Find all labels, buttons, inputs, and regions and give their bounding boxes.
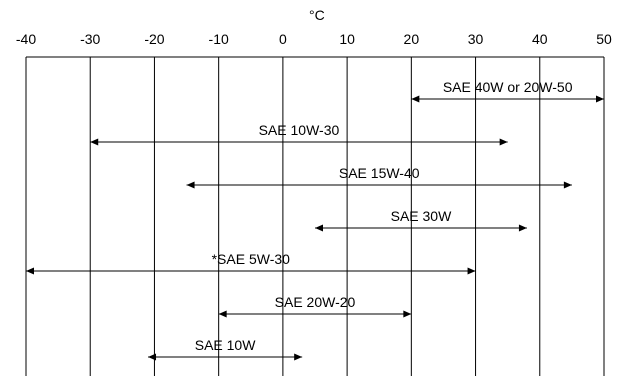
x-tick-label: 40 bbox=[532, 31, 548, 47]
arrow-right-head bbox=[499, 138, 508, 146]
x-tick-label: -20 bbox=[144, 31, 164, 47]
range-label: SAE 10W bbox=[195, 337, 256, 353]
range-label: SAE 20W-20 bbox=[275, 294, 356, 310]
arrow-right-head bbox=[563, 181, 572, 189]
arrow-left-head bbox=[411, 95, 420, 103]
x-tick-label: 50 bbox=[596, 31, 612, 47]
x-tick-label: 10 bbox=[339, 31, 355, 47]
range-bar: SAE 40W or 20W-50 bbox=[411, 79, 604, 103]
arrow-right-head bbox=[518, 224, 527, 232]
viscosity-ranges: SAE 40W or 20W-50 SAE 10W-30 SAE 15W-40 SAE… bbox=[26, 79, 604, 361]
arrow-right-head bbox=[467, 267, 476, 275]
range-label: SAE 10W-30 bbox=[259, 122, 340, 138]
arrow-left-head bbox=[315, 224, 323, 232]
x-tick-labels: -40 -30 -20 -10 0 10 20 30 40 50 bbox=[16, 31, 612, 47]
range-label: SAE 15W-40 bbox=[339, 165, 420, 181]
range-label: *SAE 5W-30 bbox=[212, 251, 291, 267]
grid-lines bbox=[25, 56, 605, 376]
axis-unit-label: °C bbox=[309, 7, 325, 23]
arrow-left-head bbox=[218, 310, 227, 318]
range-label: SAE 40W or 20W-50 bbox=[443, 79, 573, 95]
arrow-right-head bbox=[294, 353, 303, 361]
range-bar: SAE 10W bbox=[148, 337, 303, 361]
arrow-right-head bbox=[403, 310, 412, 318]
arrow-left-head bbox=[26, 267, 34, 275]
x-tick-label: 0 bbox=[279, 31, 287, 47]
x-tick-label: -10 bbox=[209, 31, 229, 47]
x-tick-label: 20 bbox=[404, 31, 420, 47]
range-bar: *SAE 5W-30 bbox=[26, 251, 476, 275]
range-bar: SAE 10W-30 bbox=[90, 122, 508, 146]
arrow-left-head bbox=[90, 138, 99, 146]
range-bar: SAE 15W-40 bbox=[186, 165, 572, 189]
x-tick-label: 30 bbox=[468, 31, 484, 47]
range-bar: SAE 20W-20 bbox=[218, 294, 412, 318]
arrow-left-head bbox=[148, 353, 157, 361]
x-tick-label: -30 bbox=[80, 31, 100, 47]
arrow-right-head bbox=[596, 95, 604, 103]
arrow-left-head bbox=[186, 181, 195, 189]
range-label: SAE 30W bbox=[391, 208, 452, 224]
range-bar: SAE 30W bbox=[315, 208, 527, 232]
x-tick-label: -40 bbox=[16, 31, 36, 47]
